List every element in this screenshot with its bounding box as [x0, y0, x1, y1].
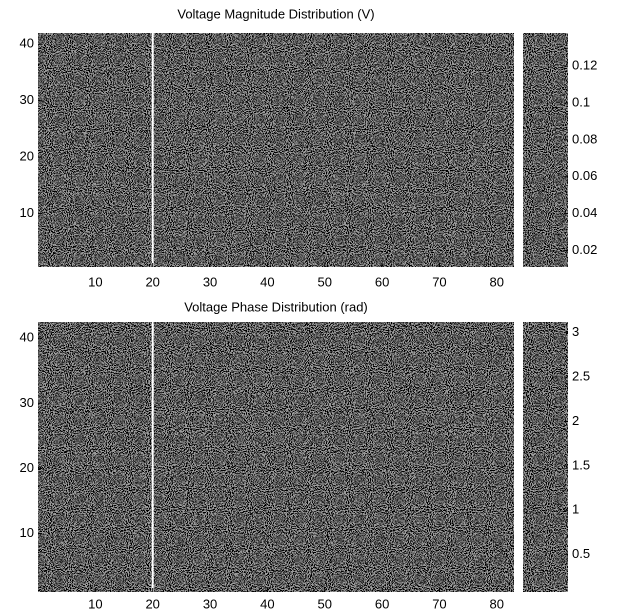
- y-tick-label: 10: [20, 205, 34, 220]
- colorbar-tick-label: 2: [572, 413, 579, 428]
- x-tick-label: 20: [145, 274, 159, 289]
- chart-title: Voltage Magnitude Distribution (V): [177, 6, 374, 21]
- heatmap-image: [38, 322, 514, 592]
- x-tick-label: 50: [318, 274, 332, 289]
- x-tick-label: 30: [203, 596, 217, 611]
- colorbar-image: [523, 33, 568, 267]
- y-tick-label: 30: [20, 395, 34, 410]
- colorbar-tick-label: 2.5: [572, 369, 590, 384]
- x-tick-label: 40: [260, 596, 274, 611]
- colorbar-tick-label: 1: [572, 502, 579, 517]
- y-tick-label: 40: [20, 36, 34, 51]
- x-tick-label: 70: [432, 274, 446, 289]
- x-tick-label: 60: [375, 596, 389, 611]
- x-tick-label: 30: [203, 274, 217, 289]
- x-tick-label: 10: [88, 596, 102, 611]
- colorbar-tick-label: 0.02: [572, 242, 597, 257]
- y-tick-label: 10: [20, 525, 34, 540]
- x-tick-label: 20: [145, 596, 159, 611]
- colorbar-image: [523, 322, 568, 592]
- y-tick-label: 20: [20, 148, 34, 163]
- x-tick-label: 50: [318, 596, 332, 611]
- heatmap-image: [38, 33, 514, 267]
- colorbar-tick-label: 0.06: [572, 168, 597, 183]
- x-tick-label: 60: [375, 274, 389, 289]
- colorbar-tick-label: 0.1: [572, 94, 590, 109]
- x-tick-label: 80: [490, 274, 504, 289]
- x-tick-label: 80: [490, 596, 504, 611]
- colorbar-tick-label: 3: [572, 324, 579, 339]
- y-tick-label: 30: [20, 92, 34, 107]
- colorbar-tick-label: 0.12: [572, 58, 597, 73]
- colorbar-tick-label: 0.5: [572, 546, 590, 561]
- x-tick-label: 70: [432, 596, 446, 611]
- x-tick-label: 10: [88, 274, 102, 289]
- x-tick-label: 40: [260, 274, 274, 289]
- y-tick-label: 40: [20, 330, 34, 345]
- y-tick-label: 20: [20, 460, 34, 475]
- colorbar-tick-label: 0.08: [572, 131, 597, 146]
- colorbar-tick-label: 1.5: [572, 457, 590, 472]
- colorbar-tick-label: 0.04: [572, 205, 597, 220]
- chart-title: Voltage Phase Distribution (rad): [184, 299, 368, 314]
